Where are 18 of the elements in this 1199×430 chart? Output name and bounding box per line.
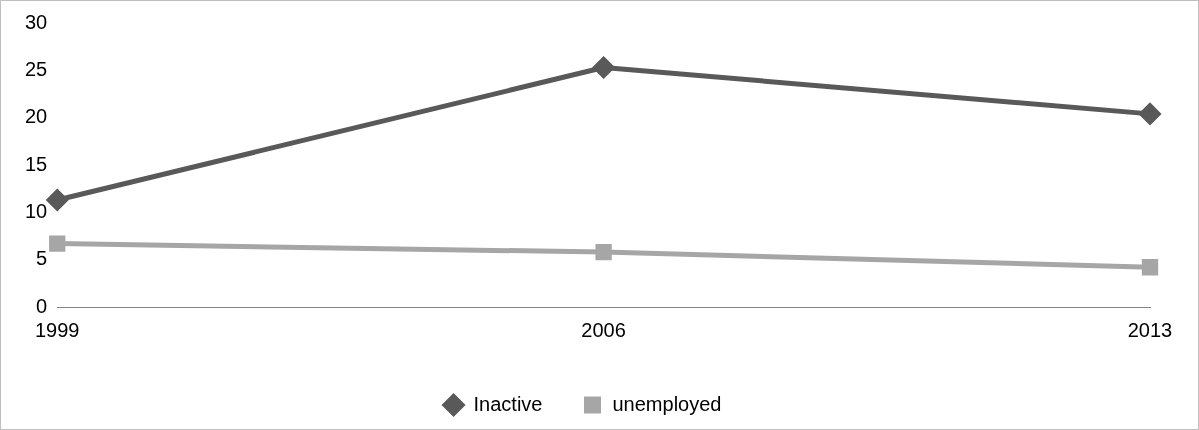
y-tick-label: 25 [25,57,48,80]
y-tick-label: 20 [25,105,48,128]
legend-label: Inactive [473,392,543,415]
x-tick-label: 2013 [1127,318,1173,341]
point [46,189,68,211]
x-tick-label: 1999 [35,318,80,341]
y-tick-label: 0 [36,294,48,317]
point [1141,259,1159,276]
point [49,235,66,252]
y-tick-label: 15 [25,152,48,175]
y-tick-label: 5 [36,247,48,270]
legend-label: unemployed [612,392,722,415]
point [593,56,615,78]
point [1139,103,1161,125]
y-tick-label: 10 [25,199,48,222]
y-tick-label: 30 [25,10,48,33]
x-tick-label: 2006 [581,318,626,341]
point [595,243,612,261]
